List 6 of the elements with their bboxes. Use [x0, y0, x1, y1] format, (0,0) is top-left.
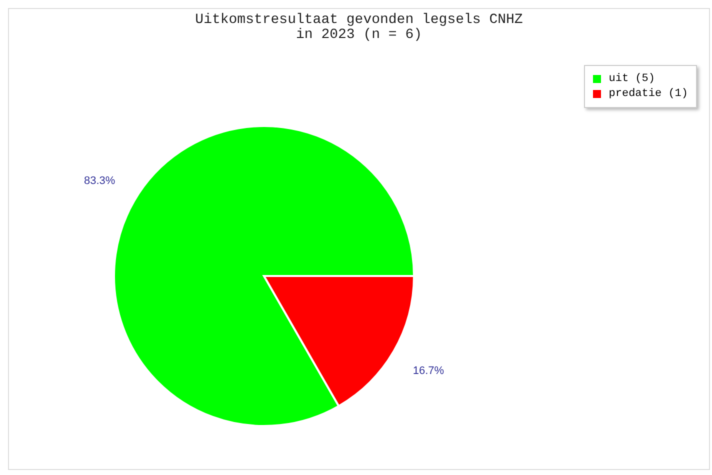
- pie-slice: [113, 125, 415, 427]
- data-label: 83.3%: [84, 174, 116, 187]
- chart-title: Uitkomstresultaat gevonden legsels CNHZ in 2023 (n = 6): [195, 12, 523, 43]
- data-label: 16.7%: [412, 365, 444, 378]
- legend-label: predatie (1): [608, 88, 688, 100]
- legend-label: uit (5): [608, 73, 655, 85]
